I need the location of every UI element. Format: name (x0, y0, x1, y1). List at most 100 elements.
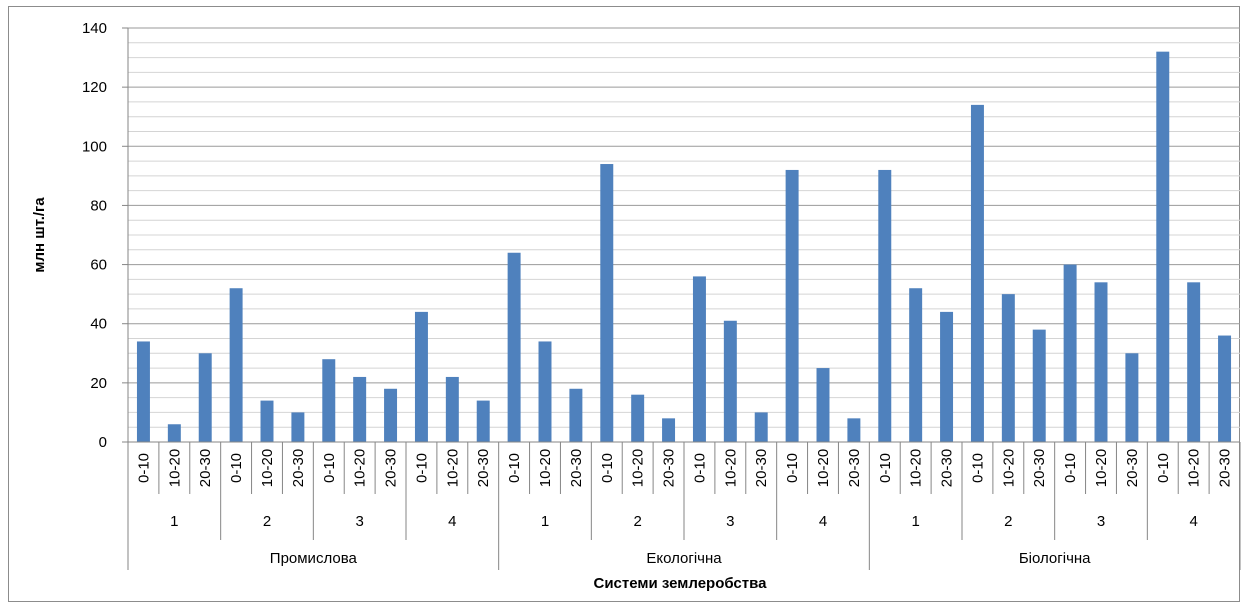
bar (291, 412, 305, 442)
bar (167, 424, 181, 442)
replicate-label: 4 (819, 513, 827, 530)
depth-label: 0-10 (784, 453, 801, 483)
bar (785, 169, 799, 442)
replicate-label: 3 (355, 513, 363, 530)
depth-label: 10-20 (259, 449, 276, 487)
depth-label: 10-20 (352, 449, 369, 487)
bar (847, 418, 861, 442)
depth-label: 10-20 (1000, 449, 1017, 487)
bar (1094, 282, 1108, 442)
y-axis-ticks: 0 20 40 60 80 100 120 140 (82, 20, 128, 451)
bar (260, 400, 274, 442)
depth-label: 10-20 (537, 449, 554, 487)
depth-label: 20-30 (753, 449, 770, 487)
depth-label: 20-30 (939, 449, 956, 487)
depth-label: 20-30 (1217, 449, 1234, 487)
bar (662, 418, 676, 442)
bars (136, 51, 1232, 443)
y-tick-label: 80 (90, 197, 107, 214)
depth-label: 10-20 (1093, 449, 1110, 487)
bar (754, 412, 768, 442)
depth-label: 20-30 (290, 449, 307, 487)
depth-label: 0-10 (1155, 453, 1172, 483)
depth-label: 20-30 (661, 449, 678, 487)
y-tick-label: 100 (82, 138, 107, 155)
depth-label: 10-20 (630, 449, 647, 487)
bar (631, 394, 645, 442)
depth-label: 20-30 (1031, 449, 1048, 487)
depth-label: 0-10 (506, 453, 523, 483)
depth-label: 0-10 (1062, 453, 1079, 483)
depth-label: 20-30 (383, 449, 400, 487)
bar (414, 311, 428, 442)
bar (322, 359, 336, 442)
system-label: Екологічна (646, 550, 722, 567)
bar (476, 400, 490, 442)
y-tick-label: 140 (82, 20, 107, 37)
depth-label: 10-20 (166, 449, 183, 487)
system-label: Біологічна (1019, 550, 1091, 567)
bar (229, 288, 243, 442)
x-axis-title: Системи землеробства (594, 575, 768, 592)
depth-label: 0-10 (969, 453, 986, 483)
depth-label: 20-30 (475, 449, 492, 487)
bar (569, 388, 583, 442)
depth-label: 10-20 (444, 449, 461, 487)
bar (1032, 329, 1046, 442)
depth-label: 20-30 (1124, 449, 1141, 487)
bar (1125, 353, 1139, 442)
bar (1156, 51, 1170, 443)
x-axis-categories: 0-10 10-20 20-30 0-10 10-20 20-30 0-10 10-20 20-… (127, 442, 1241, 570)
replicate-label: 1 (541, 513, 549, 530)
depth-label: 0-10 (413, 453, 430, 483)
bar (384, 388, 398, 442)
bar (909, 288, 923, 442)
bar (692, 276, 706, 442)
depth-label: 0-10 (691, 453, 708, 483)
y-tick-label: 60 (90, 257, 107, 274)
bar (940, 311, 954, 442)
depth-label: 10-20 (908, 449, 925, 487)
depth-label: 20-30 (568, 449, 585, 487)
y-tick-label: 0 (99, 434, 107, 451)
y-axis-title: млн шт./га (31, 197, 48, 273)
depth-label: 20-30 (197, 449, 214, 487)
bar (1063, 264, 1077, 442)
bar (507, 252, 521, 442)
chart-area (8, 6, 1240, 602)
bar (353, 376, 367, 442)
depth-label: 0-10 (135, 453, 152, 483)
bar (1218, 335, 1232, 442)
replicate-label: 2 (263, 513, 271, 530)
y-tick-label: 20 (90, 375, 107, 392)
replicate-label: 2 (1004, 513, 1012, 530)
system-label: Промислова (270, 550, 358, 567)
y-tick-label: 40 (90, 316, 107, 333)
bar (136, 341, 150, 442)
replicate-label: 4 (1189, 513, 1197, 530)
depth-label: 20-30 (846, 449, 863, 487)
replicate-label: 3 (1097, 513, 1105, 530)
y-tick-label: 120 (82, 79, 107, 96)
bar (600, 164, 614, 442)
depth-label: 0-10 (228, 453, 245, 483)
bar (723, 320, 737, 442)
bar (445, 376, 459, 442)
bar (538, 341, 552, 442)
depth-label: 0-10 (877, 453, 894, 483)
replicate-label: 4 (448, 513, 456, 530)
bar (878, 169, 892, 442)
bar (816, 368, 830, 442)
bar (1187, 282, 1201, 442)
depth-label: 10-20 (1186, 449, 1203, 487)
depth-label: 0-10 (321, 453, 338, 483)
replicate-label: 3 (726, 513, 734, 530)
depth-label: 10-20 (722, 449, 739, 487)
replicate-label: 2 (633, 513, 641, 530)
bar (198, 353, 212, 442)
depth-label: 10-20 (815, 449, 832, 487)
depth-label: 0-10 (599, 453, 616, 483)
bar (970, 104, 984, 442)
bar (1001, 294, 1015, 442)
